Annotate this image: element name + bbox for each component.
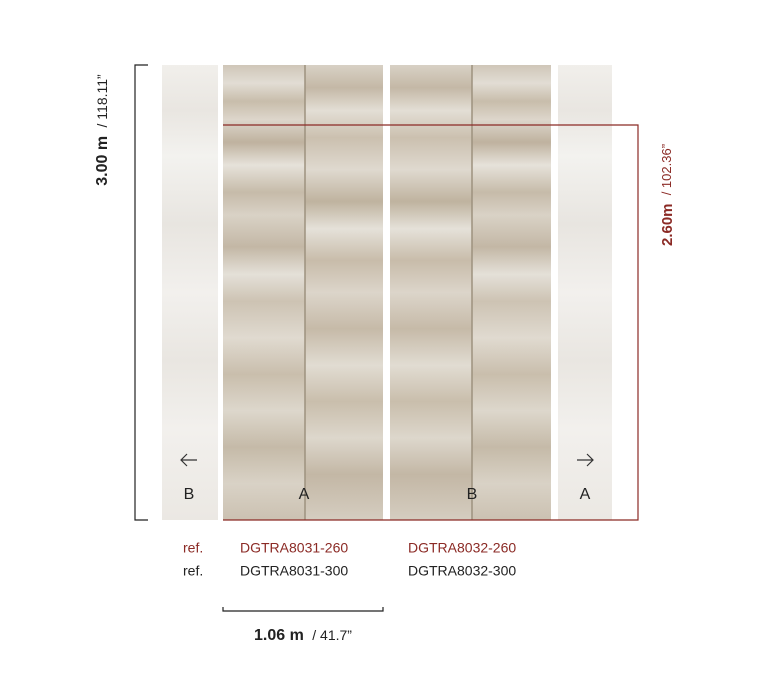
imperial: / 102.36” xyxy=(659,144,674,195)
panel-label: B xyxy=(467,486,478,503)
cut-lines xyxy=(223,124,639,521)
width-scale xyxy=(222,607,384,612)
panel-strip xyxy=(390,65,472,520)
arrow-left xyxy=(180,453,197,467)
panel-label: B xyxy=(184,486,195,503)
imperial: / 41.7” xyxy=(312,627,352,643)
metric: 1.06 m xyxy=(254,627,304,644)
height-bracket xyxy=(134,64,148,521)
ref-label: ref. xyxy=(183,563,203,579)
ref-label: ref. xyxy=(183,540,203,556)
height-full-label: 3.00 m / 118.11” xyxy=(94,74,112,186)
panel-label: A xyxy=(580,486,591,503)
imperial: / 118.11” xyxy=(94,74,110,128)
ref-code: DGTRA8031-260 xyxy=(240,540,348,556)
panel-faded xyxy=(558,65,612,520)
arrow-right xyxy=(577,453,594,467)
panel-strip xyxy=(223,65,305,520)
panel-strip xyxy=(305,65,383,520)
ref-code: DGTRA8032-300 xyxy=(408,563,516,579)
panel-label: A xyxy=(299,486,310,503)
metric: 3.00 m xyxy=(94,136,111,186)
width-label: 1.06 m / 41.7” xyxy=(254,627,352,645)
panel-faded xyxy=(162,65,218,520)
ref-code: DGTRA8031-300 xyxy=(240,563,348,579)
height-cut-label: 2.60m / 102.36” xyxy=(659,144,676,246)
ref-code: DGTRA8032-260 xyxy=(408,540,516,556)
panel-strip xyxy=(472,65,551,520)
metric: 2.60m xyxy=(659,203,676,246)
